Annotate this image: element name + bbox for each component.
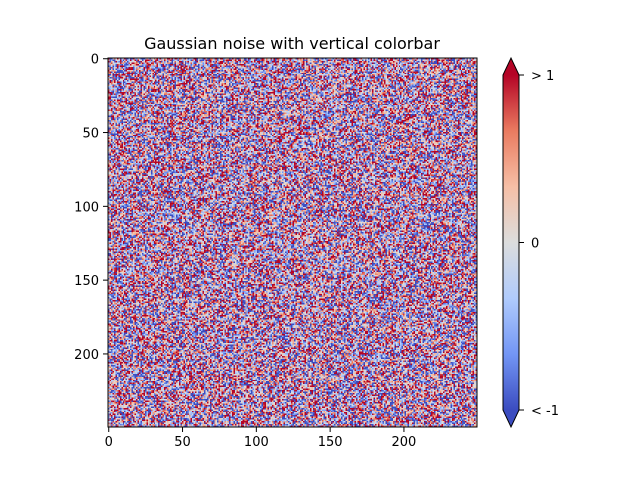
y-tick-label: 150 (74, 274, 99, 289)
heatmap-plot-area (107, 57, 478, 428)
colorbar-tick-label: < -1 (531, 404, 559, 419)
colorbar-gradient (503, 75, 519, 410)
y-tick-label: 100 (74, 200, 99, 215)
colorbar-ticks: < -1 0 > 1 (519, 69, 559, 419)
y-tick-label: 50 (82, 127, 99, 142)
colorbar-over-extension (503, 58, 519, 75)
chart-title: Gaussian noise with vertical colorbar (144, 34, 440, 53)
x-tick-label: 200 (392, 435, 417, 450)
x-tick-label: 0 (105, 435, 113, 450)
x-tick-label: 50 (174, 435, 191, 450)
y-axis: 0 50 100 150 200 (74, 53, 108, 363)
y-tick-label: 200 (74, 348, 99, 363)
x-tick-label: 150 (318, 435, 343, 450)
colorbar-tick-label: 0 (531, 237, 539, 252)
plot-frame (107, 57, 478, 428)
colorbar: < -1 0 > 1 (502, 56, 559, 429)
x-axis: 0 50 100 150 200 (105, 427, 417, 450)
heatmap-canvas-wrap (108, 58, 477, 427)
heatmap-image (108, 58, 477, 427)
colorbar-tick-label: > 1 (531, 69, 554, 84)
colorbar-under-extension (503, 410, 519, 427)
x-tick-label: 100 (244, 435, 269, 450)
y-tick-label: 0 (91, 53, 99, 68)
